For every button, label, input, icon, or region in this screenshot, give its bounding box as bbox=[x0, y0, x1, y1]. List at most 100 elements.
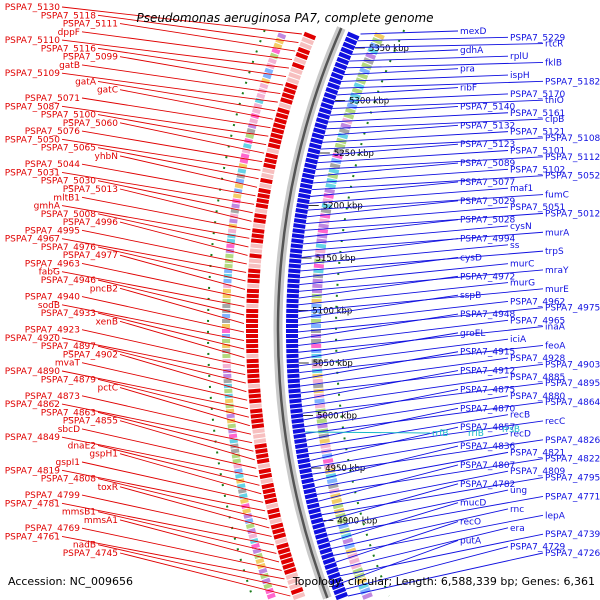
forward-label-connector bbox=[81, 64, 281, 95]
reverse-gene-label: PSPA7_5170 bbox=[510, 90, 566, 100]
forward-gene-label: PSPA7_5008 bbox=[41, 210, 97, 220]
cog-category-band bbox=[359, 67, 371, 75]
cog-category-band bbox=[230, 448, 240, 454]
forward-gene-label: toxR bbox=[98, 483, 118, 493]
cog-category-band bbox=[348, 557, 360, 565]
forward-gene-arrow bbox=[283, 87, 296, 95]
reverse-gene-arrow bbox=[297, 192, 311, 200]
reverse-label-connector bbox=[300, 244, 509, 265]
forward-gene-label: PSPA7_4976 bbox=[41, 243, 97, 253]
reverse-gene-label: pra bbox=[460, 65, 475, 75]
forward-label-connector bbox=[97, 411, 254, 452]
cog-category-band bbox=[240, 498, 249, 504]
cog-category-band bbox=[229, 438, 238, 444]
forward-gene-arrow bbox=[258, 467, 272, 475]
forward-gene-label: PSPA7_4862 bbox=[5, 400, 60, 410]
cog-category-band bbox=[238, 163, 248, 169]
forward-label-connector bbox=[81, 97, 271, 129]
reverse-gene-label: iciA bbox=[510, 335, 527, 345]
forward-label-connector bbox=[61, 436, 258, 478]
forward-gene-arrow bbox=[253, 433, 266, 439]
forward-label-connector bbox=[119, 188, 252, 222]
reverse-gene-label: PSPA7_4975 bbox=[545, 304, 600, 314]
reverse-gene-label: trpS bbox=[545, 247, 564, 257]
forward-gene-arrow bbox=[259, 182, 272, 190]
reverse-gene-arrow bbox=[303, 167, 316, 175]
forward-gene-label: dppF bbox=[58, 28, 80, 38]
reverse-gene-label: PSPA7_4807 bbox=[460, 461, 515, 471]
reverse-label-connector bbox=[302, 231, 544, 252]
forward-gene-label: PSPA7_5130 bbox=[5, 3, 61, 13]
forward-label-connector bbox=[81, 395, 252, 435]
cog-category-band bbox=[329, 162, 341, 170]
reverse-gene-label: PSPA7_4864 bbox=[545, 398, 600, 408]
forward-gene-arrow bbox=[269, 517, 283, 525]
reverse-label-connector bbox=[342, 539, 459, 583]
reverse-label-connector bbox=[297, 300, 509, 326]
reverse-gene-arrow bbox=[303, 487, 317, 495]
reverse-gene-arrow bbox=[324, 562, 338, 570]
reverse-gene-arrow bbox=[328, 76, 342, 86]
cog-category-band bbox=[318, 433, 330, 439]
reverse-gene-arrow bbox=[314, 532, 328, 540]
forward-label-connector bbox=[61, 172, 255, 205]
reverse-gene-label: PSPA7_4729 bbox=[510, 543, 566, 553]
forward-label-connector bbox=[97, 312, 245, 350]
cog-category-band bbox=[347, 552, 359, 560]
reverse-gene-arrow bbox=[330, 71, 344, 81]
forward-gene-label: yhbN bbox=[95, 152, 118, 162]
reverse-gene-label: PSPA7_4948 bbox=[460, 310, 516, 320]
cog-category-band bbox=[340, 122, 352, 130]
forward-label-connector bbox=[119, 254, 246, 290]
cog-category-band bbox=[263, 582, 273, 590]
reverse-gene-label: murG bbox=[510, 279, 535, 289]
cog-category-band bbox=[267, 57, 277, 65]
forward-gene-label: PSPA7_5116 bbox=[41, 44, 97, 54]
forward-gene-arrow bbox=[257, 462, 271, 470]
cog-category-band bbox=[231, 203, 240, 209]
cog-category-band bbox=[343, 112, 355, 120]
forward-label-connector bbox=[97, 81, 276, 112]
forward-gene-arrow bbox=[252, 428, 265, 434]
reverse-gene-label: PSPA7_5102 bbox=[510, 165, 565, 175]
cog-category-band bbox=[235, 473, 244, 479]
genome-axis-line bbox=[276, 27, 343, 599]
scale-tick-label: 5200 kbp bbox=[323, 202, 363, 212]
forward-gene-arrow bbox=[284, 82, 298, 90]
reverse-gene-arrow bbox=[326, 567, 339, 575]
reverse-gene-label: PSPA7_5161 bbox=[510, 109, 565, 119]
reverse-gene-label: PSPA7_4795 bbox=[545, 474, 600, 484]
forward-label-connector bbox=[61, 205, 250, 239]
forward-gene-label: dnaE2 bbox=[68, 441, 96, 451]
reverse-label-connector bbox=[298, 275, 459, 299]
forward-gene-label: PSPA7_4967 bbox=[5, 235, 60, 245]
scale-tick-label: 5000 kbp bbox=[317, 412, 357, 422]
forward-label-connector bbox=[119, 89, 273, 120]
reverse-gene-label: PSPA7_5012 bbox=[545, 209, 600, 219]
reverse-gene-arrow bbox=[296, 452, 310, 460]
reverse-label-connector bbox=[304, 395, 509, 428]
reverse-label-connector bbox=[346, 61, 544, 69]
cog-category-band bbox=[352, 567, 364, 575]
reverse-label-connector bbox=[301, 238, 459, 258]
cog-category-band bbox=[361, 62, 373, 70]
reverse-gene-label: thiO bbox=[545, 96, 564, 106]
cog-category-band bbox=[246, 127, 256, 134]
topology-label: Topology: circular; Length: 6,588,339 bp… bbox=[292, 575, 595, 588]
forward-gene-label: PSPA7_5013 bbox=[63, 185, 118, 195]
cog-category-band bbox=[334, 142, 346, 150]
reverse-gene-arrow bbox=[311, 132, 325, 140]
reverse-gene-label: PSPA7_4962 bbox=[510, 297, 565, 307]
reverse-label-connector bbox=[330, 106, 459, 116]
forward-gene-label: PSPA7_4933 bbox=[41, 309, 96, 319]
forward-gene-label: pctC bbox=[98, 384, 118, 394]
forward-gene-label: PSPA7_5111 bbox=[63, 20, 118, 30]
forward-gene-label: PSPA7_4963 bbox=[25, 259, 80, 269]
reverse-gene-arrow bbox=[309, 512, 323, 520]
cog-category-band bbox=[369, 41, 381, 50]
forward-label-connector bbox=[119, 320, 245, 359]
cog-category-band bbox=[333, 147, 345, 155]
cog-category-band bbox=[345, 107, 356, 115]
cog-category-band bbox=[261, 77, 270, 85]
reverse-gene-label: ispH bbox=[510, 71, 530, 81]
